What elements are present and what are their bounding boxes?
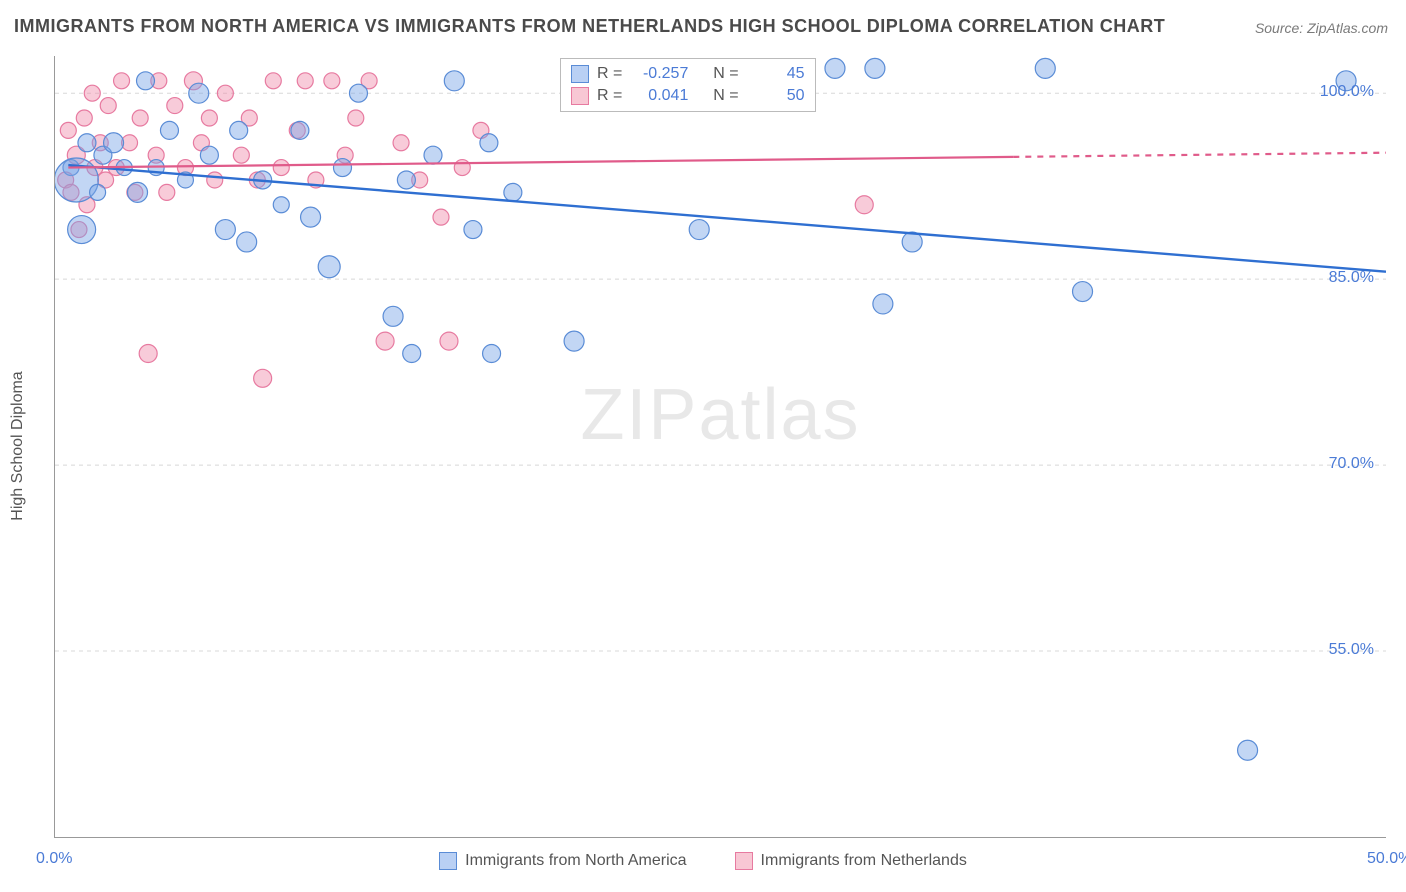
correlation-legend: R = -0.257 N = 45 R = 0.041 N = 50 [560, 58, 816, 112]
r-prefix: R = [597, 65, 622, 83]
corr-row-blue: R = -0.257 N = 45 [571, 63, 805, 85]
plot-svg [55, 56, 1386, 837]
r-prefix: R = [597, 87, 622, 105]
y-tick-label: 70.0% [1329, 455, 1374, 473]
r-value-pink: 0.041 [630, 87, 688, 105]
legend-item-blue: Immigrants from North America [439, 852, 686, 870]
n-value-blue: 45 [747, 65, 805, 83]
legend-label: Immigrants from North America [465, 852, 686, 870]
x-tick-label: 50.0% [1367, 850, 1406, 868]
swatch-icon [735, 852, 753, 870]
x-tick-label: 0.0% [36, 850, 72, 868]
legend-bottom: Immigrants from North America Immigrants… [0, 852, 1406, 870]
swatch-icon [571, 65, 589, 83]
plot-area: ZIPatlas [54, 56, 1386, 838]
y-tick-label: 100.0% [1320, 83, 1374, 101]
legend-label: Immigrants from Netherlands [761, 852, 967, 870]
y-tick-label: 85.0% [1329, 269, 1374, 287]
r-value-blue: -0.257 [630, 65, 688, 83]
corr-row-pink: R = 0.041 N = 50 [571, 85, 805, 107]
y-axis-label: High School Diploma [9, 371, 27, 520]
n-prefix: N = [713, 87, 738, 105]
n-prefix: N = [713, 65, 738, 83]
legend-item-pink: Immigrants from Netherlands [735, 852, 967, 870]
swatch-icon [571, 87, 589, 105]
chart-container: IMMIGRANTS FROM NORTH AMERICA VS IMMIGRA… [0, 0, 1406, 892]
y-tick-label: 55.0% [1329, 641, 1374, 659]
n-value-pink: 50 [747, 87, 805, 105]
swatch-icon [439, 852, 457, 870]
chart-title: IMMIGRANTS FROM NORTH AMERICA VS IMMIGRA… [14, 16, 1165, 37]
source-label: Source: ZipAtlas.com [1255, 20, 1388, 36]
